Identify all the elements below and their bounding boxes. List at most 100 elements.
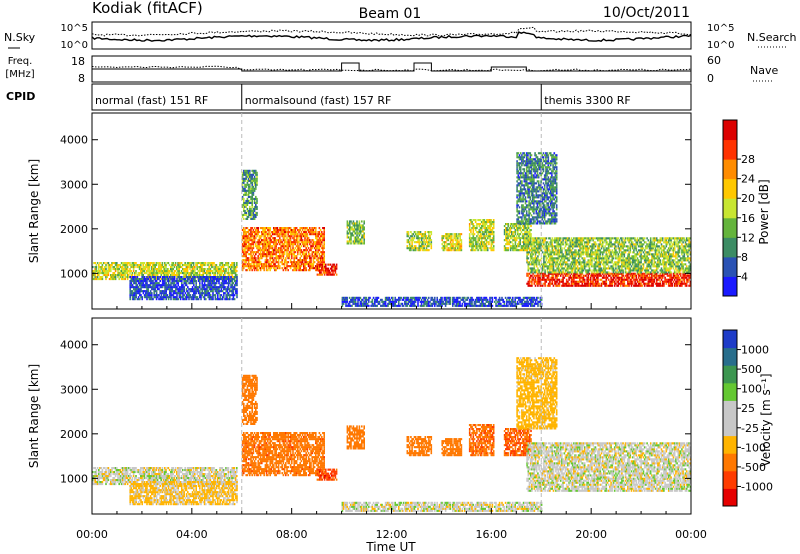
power-cell bbox=[210, 270, 213, 273]
power-cell bbox=[558, 269, 561, 272]
power-cell bbox=[159, 290, 161, 293]
power-cell bbox=[186, 272, 189, 275]
power-cell bbox=[247, 249, 250, 252]
power-cell bbox=[556, 280, 558, 283]
power-cell bbox=[179, 276, 182, 279]
power-cell bbox=[165, 284, 167, 287]
power-cell bbox=[165, 264, 167, 267]
power-cell bbox=[292, 249, 294, 252]
power-cell bbox=[256, 233, 258, 236]
power-cell bbox=[624, 278, 627, 281]
power-cell bbox=[490, 233, 493, 236]
power-cell bbox=[252, 237, 255, 240]
power-cell bbox=[194, 292, 196, 295]
power-cell bbox=[414, 245, 417, 248]
power-cell bbox=[271, 265, 274, 268]
nave-tick-top: 60 bbox=[707, 54, 721, 67]
power-cell bbox=[363, 236, 365, 239]
power-cell bbox=[322, 251, 324, 254]
power-cell bbox=[357, 240, 359, 243]
power-cell bbox=[406, 233, 409, 236]
power-cell bbox=[319, 241, 322, 244]
power-cell bbox=[486, 247, 489, 250]
power-cell bbox=[446, 239, 448, 242]
power-cell bbox=[286, 253, 288, 256]
power-cell bbox=[579, 278, 581, 281]
power-cell bbox=[610, 282, 612, 285]
power-cell bbox=[249, 177, 251, 180]
power-cell bbox=[220, 288, 223, 291]
power-cell bbox=[268, 265, 270, 268]
power-cell bbox=[276, 249, 279, 252]
power-cell bbox=[136, 264, 138, 267]
power-cell bbox=[350, 240, 352, 243]
power-cell bbox=[532, 257, 534, 260]
power-cell bbox=[335, 267, 338, 270]
power-cell bbox=[351, 232, 353, 235]
power-cell bbox=[553, 282, 556, 285]
power-cell bbox=[619, 284, 622, 287]
power-cell bbox=[514, 229, 517, 232]
power-cell bbox=[327, 263, 329, 266]
power-cell bbox=[657, 284, 659, 287]
power-cell bbox=[219, 294, 221, 297]
power-cell bbox=[612, 274, 615, 277]
power-cell bbox=[526, 255, 528, 258]
power-cell bbox=[530, 233, 532, 236]
power-cell bbox=[213, 262, 215, 265]
power-cell bbox=[640, 278, 642, 281]
power-cell bbox=[243, 227, 245, 230]
power-cell bbox=[170, 276, 172, 279]
power-cell bbox=[425, 239, 428, 242]
power-cell bbox=[219, 262, 221, 265]
power-cell bbox=[197, 288, 200, 291]
power-cell bbox=[298, 267, 300, 270]
power-cell bbox=[155, 294, 158, 297]
power-cell bbox=[304, 255, 306, 258]
power-cell bbox=[306, 245, 309, 248]
power-cell bbox=[139, 280, 141, 283]
power-cell bbox=[597, 282, 599, 285]
power-cell bbox=[410, 245, 412, 248]
power-cell bbox=[221, 290, 224, 293]
power-cell bbox=[275, 243, 277, 246]
power-cell bbox=[167, 298, 170, 301]
power-cell bbox=[150, 268, 153, 271]
power-cell bbox=[170, 266, 172, 269]
power-cell bbox=[492, 247, 495, 250]
power-cell bbox=[425, 245, 428, 248]
power-cell bbox=[518, 227, 520, 230]
power-cell bbox=[537, 278, 539, 281]
power-cell bbox=[418, 241, 421, 244]
power-cell bbox=[229, 282, 231, 285]
power-cell bbox=[180, 266, 183, 269]
power-cell bbox=[593, 274, 596, 277]
power-cell bbox=[202, 268, 204, 271]
power-cell bbox=[287, 243, 289, 246]
power-cell bbox=[547, 261, 550, 264]
power-cell bbox=[131, 264, 134, 267]
power-cell bbox=[161, 264, 164, 267]
power-cell bbox=[419, 237, 422, 240]
power-cell bbox=[217, 280, 219, 283]
power-cell bbox=[541, 272, 544, 275]
power-cell bbox=[683, 278, 686, 281]
power-cell bbox=[246, 215, 249, 218]
power-cell bbox=[179, 278, 182, 281]
power-cell bbox=[245, 257, 247, 260]
power-cell bbox=[117, 266, 119, 269]
power-cell bbox=[293, 261, 295, 264]
power-cell bbox=[208, 276, 211, 279]
power-cell bbox=[287, 245, 289, 248]
power-cell bbox=[170, 288, 172, 291]
power-cell bbox=[163, 278, 165, 281]
power-cell bbox=[282, 253, 285, 256]
power-cell bbox=[641, 274, 644, 277]
power-cell bbox=[244, 253, 246, 256]
power-cell bbox=[675, 284, 677, 287]
power-cell bbox=[517, 229, 519, 232]
power-cell bbox=[114, 264, 117, 267]
power-cell bbox=[531, 284, 533, 287]
power-cell bbox=[105, 276, 107, 279]
power-cell bbox=[298, 265, 300, 268]
